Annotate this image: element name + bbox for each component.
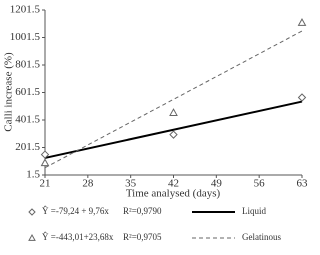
x-tick-label: 42 bbox=[168, 178, 179, 190]
y-tick-label: 201.5 bbox=[15, 141, 40, 153]
legend-equation: Ŷ =-79,24 + 9,76x bbox=[42, 206, 109, 216]
legend-r2: R²=0,9705 bbox=[123, 232, 162, 242]
point bbox=[40, 150, 50, 159]
chart: Calli increase (%) Time analysed (days) … bbox=[3, 4, 309, 243]
fit-line bbox=[44, 30, 303, 169]
y-axis-label: Calli increase (%) bbox=[3, 52, 15, 132]
y-tick-label: 801.5 bbox=[15, 59, 40, 71]
point bbox=[169, 130, 178, 139]
legend-marker bbox=[28, 233, 36, 241]
fit-line bbox=[44, 100, 303, 159]
legend-equation: Ŷ =-443,01+23,68x bbox=[42, 232, 114, 242]
x-tick-label: 49 bbox=[211, 178, 223, 190]
y-tick-label: 1201.5 bbox=[10, 4, 41, 16]
legend-marker bbox=[28, 208, 36, 216]
y-tick-label: 601.5 bbox=[15, 86, 40, 98]
x-tick-label: 28 bbox=[82, 178, 94, 190]
legend-label: Liquid bbox=[242, 206, 266, 216]
point bbox=[40, 158, 50, 167]
y-tick-label: 1.5 bbox=[26, 169, 40, 181]
x-tick-label: 56 bbox=[254, 178, 266, 190]
legend-label: Gelatinous bbox=[242, 232, 281, 242]
x-axis-label: Time analysed (days) bbox=[126, 188, 221, 200]
x-tick-label: 21 bbox=[40, 178, 51, 190]
x-tick-label: 35 bbox=[125, 178, 137, 190]
legend-r2: R²=0,9790 bbox=[123, 206, 162, 216]
y-tick-label: 401.5 bbox=[15, 114, 40, 126]
point bbox=[169, 108, 178, 116]
x-tick-label: 63 bbox=[297, 178, 309, 190]
y-tick-label: 1001.5 bbox=[10, 31, 41, 43]
point bbox=[297, 93, 307, 102]
point bbox=[297, 18, 307, 26]
